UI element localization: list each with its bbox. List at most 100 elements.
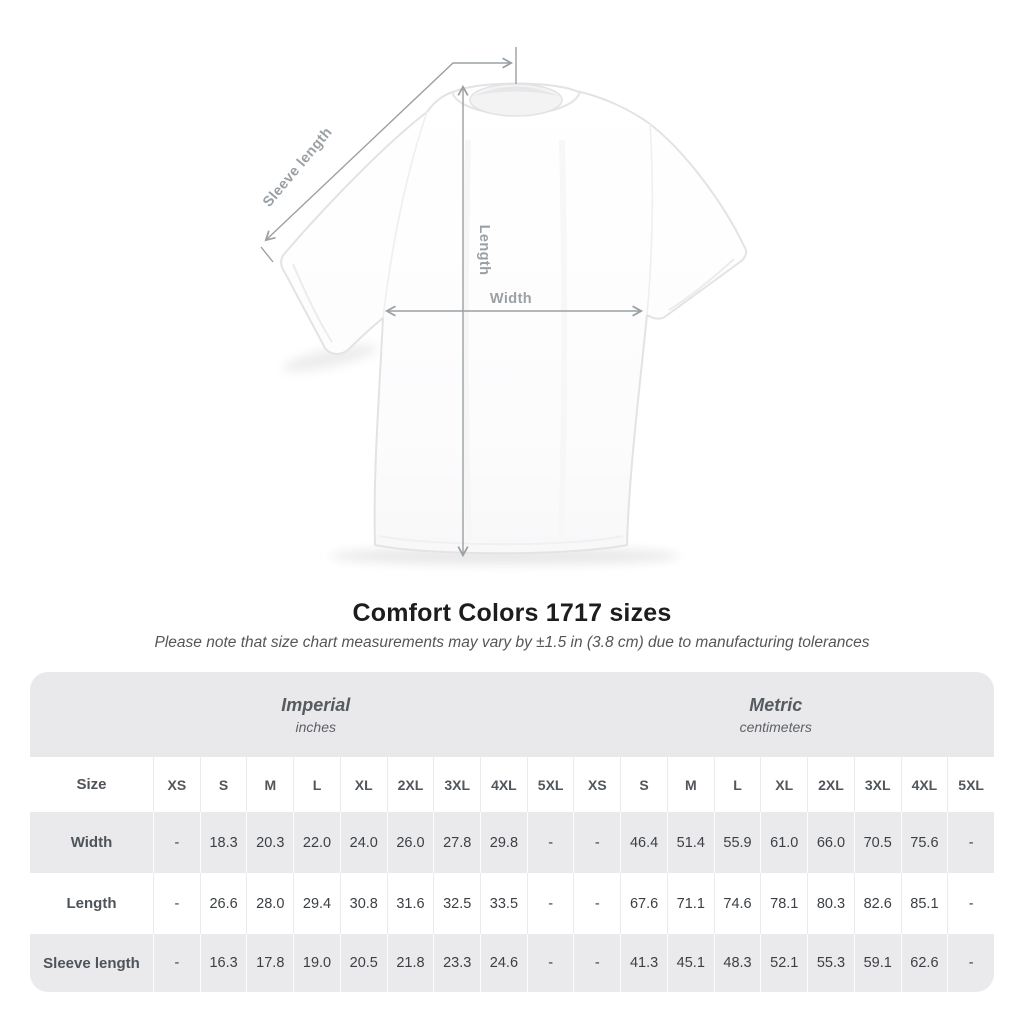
table-cell: 75.6 xyxy=(900,812,948,873)
tshirt-graphic xyxy=(280,82,748,555)
table-cell: 52.1 xyxy=(760,934,807,992)
right-cuff-hem xyxy=(668,258,735,311)
table-cell: 78.1 xyxy=(760,873,807,934)
table-cell: 4XL xyxy=(480,757,527,812)
table-cell: 70.5 xyxy=(853,812,901,873)
table-cell: - xyxy=(573,873,620,934)
table-cell: 3XL xyxy=(853,757,901,812)
data-row-width: Width -18.3 20.3 22.0 24.0 26.0 27.8 29.8- -46.4… xyxy=(30,812,994,873)
sleeve-length-arrow xyxy=(264,57,514,242)
imperial-subtitle: inches xyxy=(295,718,336,735)
bottom-hem-stitch xyxy=(378,535,624,546)
table-cell: 2XL xyxy=(807,757,854,812)
table-cell: 32.5 xyxy=(433,873,480,934)
width-label: Width xyxy=(490,291,532,307)
table-cell: 41.3 xyxy=(620,934,667,992)
table-cell: 4XL xyxy=(900,757,948,812)
table-cell: - xyxy=(526,812,574,873)
table-cell: - xyxy=(153,873,200,934)
table-cell: 26.0 xyxy=(386,812,434,873)
table-cell: 30.8 xyxy=(339,873,387,934)
imperial-group-header: Imperial inches xyxy=(44,672,588,757)
left-cuff-hem xyxy=(292,263,333,343)
row-label: Length xyxy=(66,895,117,912)
table-cell: 62.6 xyxy=(900,934,948,992)
row-label: Sleeve length xyxy=(43,954,140,972)
table-cell: 5XL xyxy=(526,757,574,812)
size-table: Imperial inches Metric centimeters Size X… xyxy=(30,672,994,992)
table-cell: 45.1 xyxy=(666,934,714,992)
sleeve-end-tick xyxy=(260,246,274,263)
table-cell: - xyxy=(947,934,994,992)
table-cell: 26.6 xyxy=(199,873,247,934)
table-cell: 20.5 xyxy=(339,934,387,992)
table-cell: XL xyxy=(760,757,807,812)
table-cell: 85.1 xyxy=(900,873,948,934)
body-fold-right xyxy=(558,139,568,541)
table-cell: - xyxy=(947,873,994,934)
tolerance-note: Please note that size chart measurements… xyxy=(154,634,870,651)
table-cell: 23.3 xyxy=(433,934,480,992)
table-cell: - xyxy=(573,812,620,873)
table-cell: 22.0 xyxy=(293,812,340,873)
table-cell: 21.8 xyxy=(386,934,434,992)
table-cell: S xyxy=(620,757,667,812)
sleeve-shadow xyxy=(283,344,377,372)
table-cell: XS xyxy=(153,757,200,812)
table-cell: - xyxy=(153,812,200,873)
table-cell: 29.4 xyxy=(293,873,340,934)
length-label: Length xyxy=(476,225,492,276)
table-cell: - xyxy=(526,873,574,934)
row-label: Width xyxy=(70,834,113,851)
table-cell: S xyxy=(199,757,247,812)
table-cell: 24.6 xyxy=(480,934,527,992)
size-header-row: Size XS S M L XL 2XL 3XL 4XL 5XL XS S M L XL 2XL 3XL 4XL 5… xyxy=(30,757,994,812)
table-cell: M xyxy=(666,757,714,812)
table-cell: 46.4 xyxy=(620,812,667,873)
size-table-rows: Size XS S M L XL 2XL 3XL 4XL 5XL XS S M L XL 2XL 3XL 4XL 5… xyxy=(30,757,994,992)
table-cell: 55.3 xyxy=(807,934,854,992)
metric-title: Metric xyxy=(749,694,803,715)
table-cell: - xyxy=(947,812,994,873)
table-cell: 19.0 xyxy=(293,934,340,992)
table-cell: 82.6 xyxy=(853,873,901,934)
table-cell: XL xyxy=(339,757,387,812)
body-fold-left xyxy=(462,139,472,541)
table-cell: 55.9 xyxy=(713,812,761,873)
table-cell: - xyxy=(153,934,200,992)
imperial-title: Imperial xyxy=(281,694,351,715)
metric-group-header: Metric centimeters xyxy=(566,672,987,757)
table-cell: 3XL xyxy=(433,757,480,812)
table-cell: 48.3 xyxy=(713,934,761,992)
tshirt-measurement-figure: Sleeve length Length Width xyxy=(260,47,748,565)
table-cell: 66.0 xyxy=(807,812,854,873)
table-cell: 2XL xyxy=(386,757,434,812)
table-cell: 27.8 xyxy=(433,812,480,873)
data-row-length: Length -26.6 28.0 29.4 30.8 31.6 32.5 33.5- -67.… xyxy=(30,873,994,934)
table-cell: L xyxy=(713,757,761,812)
data-row-sleeve-length: Sleeve length -16.3 17.8 19.0 20.5 21.8 23.3 24… xyxy=(30,934,994,992)
metric-subtitle: centimeters xyxy=(739,718,812,735)
table-cell: 31.6 xyxy=(386,873,434,934)
table-cell: 59.1 xyxy=(853,934,901,992)
table-cell: 5XL xyxy=(947,757,994,812)
table-cell: XS xyxy=(573,757,620,812)
table-cell: - xyxy=(526,934,574,992)
table-cell: 61.0 xyxy=(760,812,807,873)
page-title: Comfort Colors 1717 sizes xyxy=(352,599,672,627)
table-cell: - xyxy=(573,934,620,992)
table-cell: 16.3 xyxy=(199,934,247,992)
table-cell: 17.8 xyxy=(246,934,293,992)
row-label: Size xyxy=(76,776,107,793)
table-cell: 74.6 xyxy=(713,873,761,934)
table-cell: 28.0 xyxy=(246,873,293,934)
table-cell: 33.5 xyxy=(480,873,527,934)
table-cell: 29.8 xyxy=(480,812,527,873)
table-cell: 51.4 xyxy=(666,812,714,873)
right-sleeve-seam xyxy=(646,123,654,316)
unit-group-band: Imperial inches Metric centimeters xyxy=(30,672,994,757)
tshirt-diagram-svg: Sleeve length Length Width xyxy=(260,47,748,565)
table-cell: 18.3 xyxy=(199,812,247,873)
table-cell: 80.3 xyxy=(807,873,854,934)
